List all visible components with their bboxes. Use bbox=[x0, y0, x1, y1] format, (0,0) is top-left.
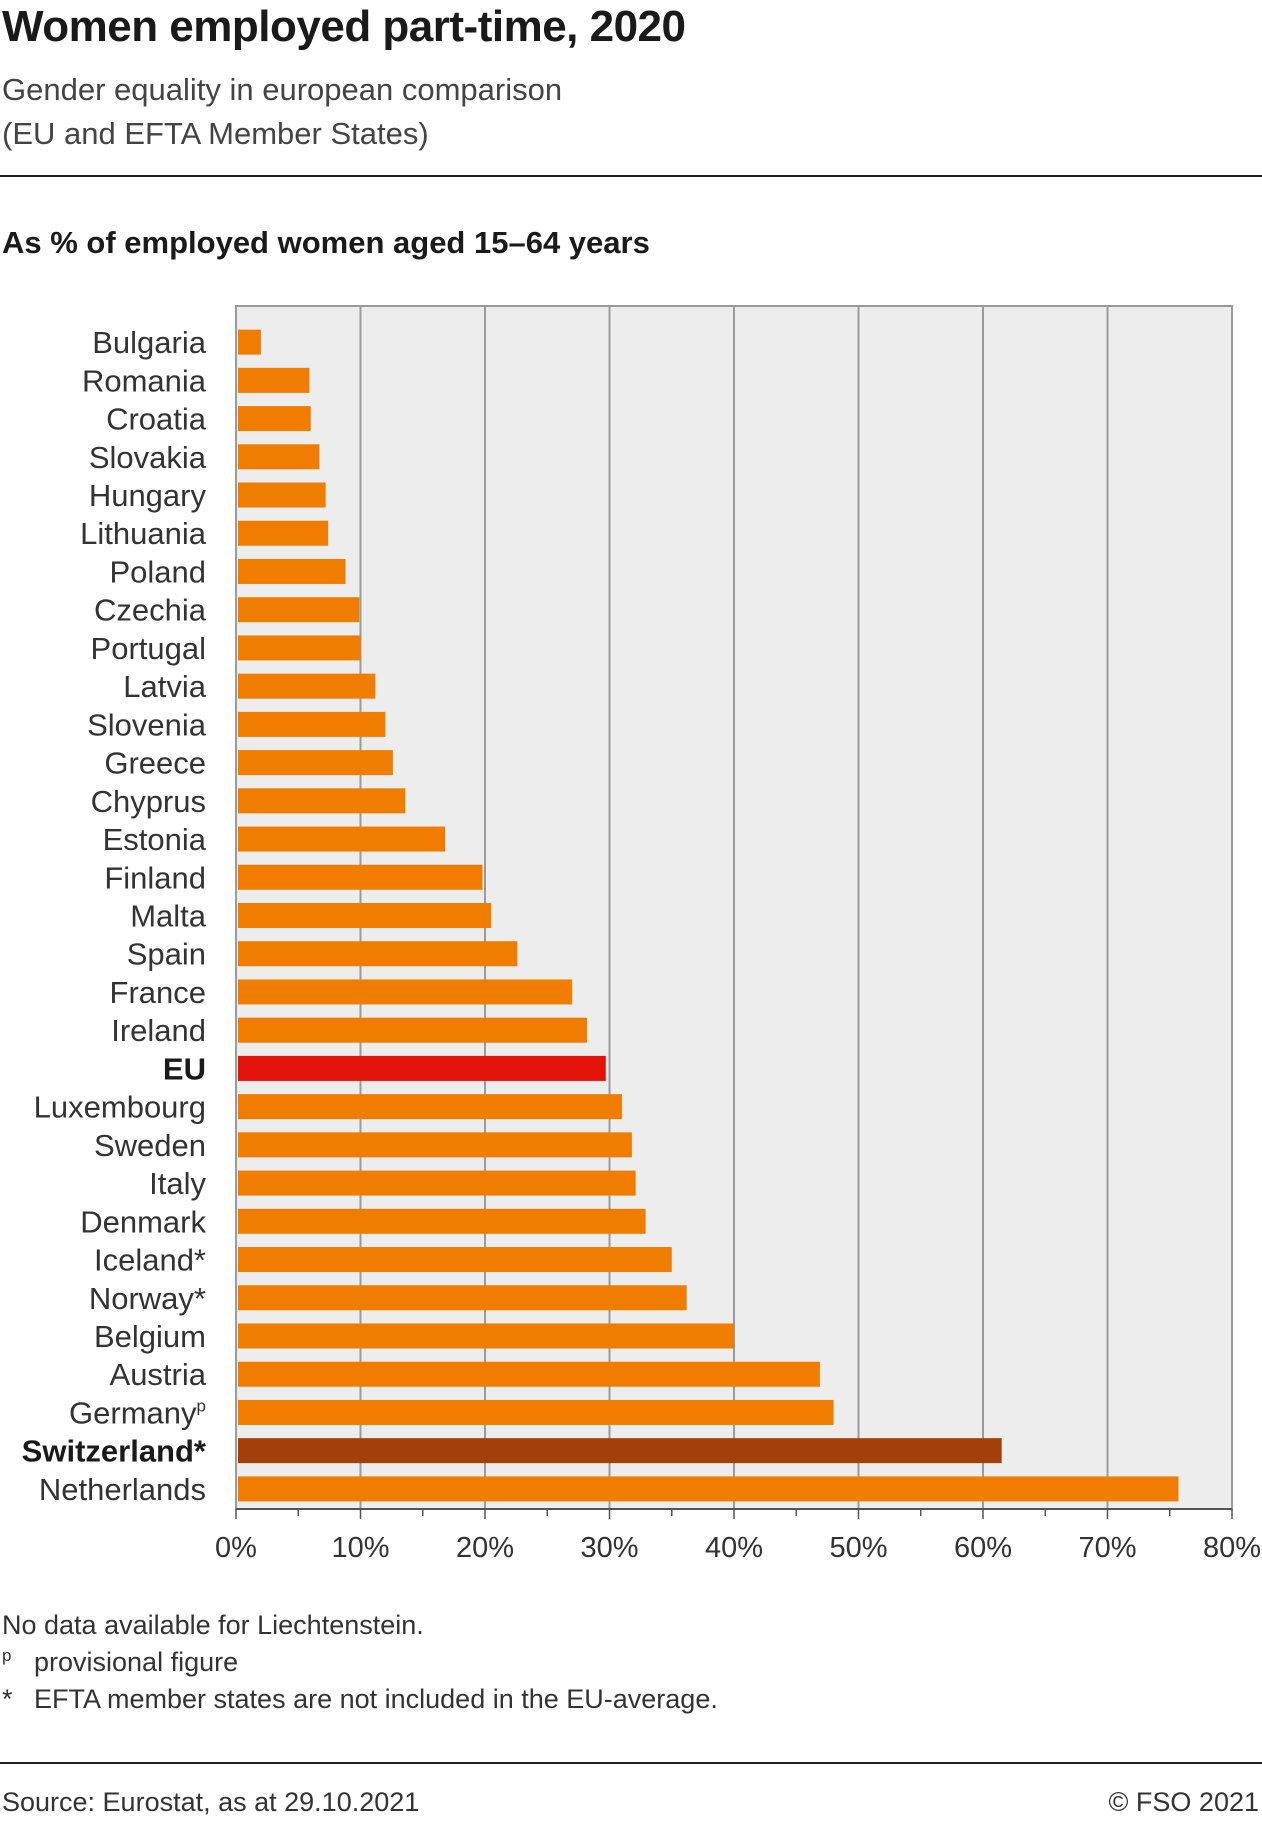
top-divider bbox=[0, 175, 1262, 177]
bar-netherlands bbox=[238, 1476, 1179, 1502]
bar-latvia bbox=[238, 673, 376, 699]
bar-malta bbox=[238, 903, 492, 928]
bar-eu bbox=[238, 1055, 606, 1081]
bar-poland bbox=[238, 558, 346, 584]
bar-italy bbox=[238, 1170, 636, 1196]
note-efta-symbol: * bbox=[2, 1684, 13, 1714]
bar-chyprus bbox=[238, 788, 406, 814]
category-label: Slovakia bbox=[89, 440, 207, 475]
x-tick-label: 30% bbox=[580, 1532, 638, 1564]
category-label: Iceland* bbox=[94, 1243, 206, 1278]
category-label: Belgium bbox=[94, 1319, 206, 1354]
category-label: Luxembourg bbox=[34, 1090, 206, 1125]
bar-iceland bbox=[238, 1247, 672, 1273]
category-label: Netherlands bbox=[39, 1472, 206, 1507]
bar-ireland bbox=[238, 1017, 588, 1043]
category-label: Italy bbox=[149, 1166, 206, 1201]
bar-denmark bbox=[238, 1208, 646, 1234]
bar-spain bbox=[238, 941, 518, 967]
category-label: Lithuania bbox=[80, 516, 207, 551]
bar-bulgaria bbox=[238, 329, 261, 355]
x-tick-label: 40% bbox=[705, 1532, 763, 1564]
chart-subtitle-line-1: Gender equality in european comparison bbox=[2, 72, 563, 107]
bar-slovenia bbox=[238, 711, 386, 737]
category-label: Romania bbox=[82, 363, 207, 398]
copyright: © FSO 2021 bbox=[1108, 1787, 1259, 1817]
note-provisional-symbol: p bbox=[2, 1646, 12, 1665]
bar-czechia bbox=[238, 597, 360, 623]
x-tick-label: 10% bbox=[331, 1532, 389, 1564]
bar-finland bbox=[238, 864, 483, 890]
category-label: Denmark bbox=[80, 1204, 206, 1239]
category-label: Czechia bbox=[94, 593, 207, 628]
bar-hungary bbox=[238, 482, 326, 508]
category-label: Norway* bbox=[89, 1281, 206, 1316]
bar-luxembourg bbox=[238, 1094, 622, 1120]
category-label: Malta bbox=[130, 899, 207, 934]
category-label: EU bbox=[163, 1051, 206, 1086]
note-provisional: provisional figure bbox=[34, 1647, 239, 1677]
category-label: France bbox=[110, 975, 206, 1010]
x-tick-label: 20% bbox=[456, 1532, 514, 1564]
x-tick-label: 0% bbox=[215, 1532, 257, 1564]
bottom-divider bbox=[0, 1762, 1262, 1764]
category-label: Poland bbox=[109, 554, 206, 589]
bar-norway bbox=[238, 1285, 687, 1311]
bar-france bbox=[238, 979, 573, 1005]
category-label: Estonia bbox=[103, 822, 207, 857]
category-label: Spain bbox=[127, 937, 206, 972]
chart-subtitle-line-2: (EU and EFTA Member States) bbox=[2, 116, 429, 151]
chart-title: Women employed part-time, 2020 bbox=[2, 2, 686, 51]
category-label: Austria bbox=[110, 1357, 207, 1392]
bar-greece bbox=[238, 750, 393, 776]
category-label: Croatia bbox=[106, 402, 207, 437]
category-label: Greece bbox=[104, 746, 206, 781]
x-tick-label: 70% bbox=[1078, 1532, 1136, 1564]
category-label: Bulgaria bbox=[92, 325, 206, 360]
bar-belgium bbox=[238, 1323, 734, 1349]
measure-label: As % of employed women aged 15–64 years bbox=[2, 225, 650, 260]
bar-estonia bbox=[238, 826, 446, 852]
bar-germany bbox=[238, 1399, 834, 1425]
note-efta: EFTA member states are not included in t… bbox=[34, 1684, 718, 1714]
bar-lithuania bbox=[238, 520, 329, 546]
category-label: Hungary bbox=[89, 478, 207, 513]
x-tick-label: 80% bbox=[1203, 1532, 1261, 1564]
source-note: Source: Eurostat, as at 29.10.2021 bbox=[2, 1787, 420, 1817]
x-tick-label: 60% bbox=[954, 1532, 1012, 1564]
bar-croatia bbox=[238, 406, 311, 432]
bar-sweden bbox=[238, 1132, 632, 1158]
category-label: Ireland bbox=[111, 1013, 206, 1048]
category-label: Sweden bbox=[94, 1128, 206, 1163]
bar-switzerland bbox=[238, 1438, 1002, 1464]
bar-austria bbox=[238, 1361, 820, 1387]
bar-portugal bbox=[238, 635, 361, 661]
category-label: Latvia bbox=[123, 669, 206, 704]
bar-slovakia bbox=[238, 444, 320, 470]
category-label: Portugal bbox=[91, 631, 206, 666]
category-label: Finland bbox=[104, 860, 206, 895]
category-label: Chyprus bbox=[91, 784, 206, 819]
bar-chart: 0% 10% 20% 30% 40% 50% 60% 70% 80% BulgariaRomani… bbox=[22, 305, 1261, 1564]
category-label: Germanyp bbox=[69, 1395, 206, 1430]
bar-romania bbox=[238, 367, 310, 393]
category-label: Switzerland* bbox=[22, 1434, 207, 1469]
note-no-data: No data available for Liechtenstein. bbox=[2, 1610, 424, 1640]
category-label: Slovenia bbox=[87, 707, 207, 742]
x-tick-label: 50% bbox=[829, 1532, 887, 1564]
